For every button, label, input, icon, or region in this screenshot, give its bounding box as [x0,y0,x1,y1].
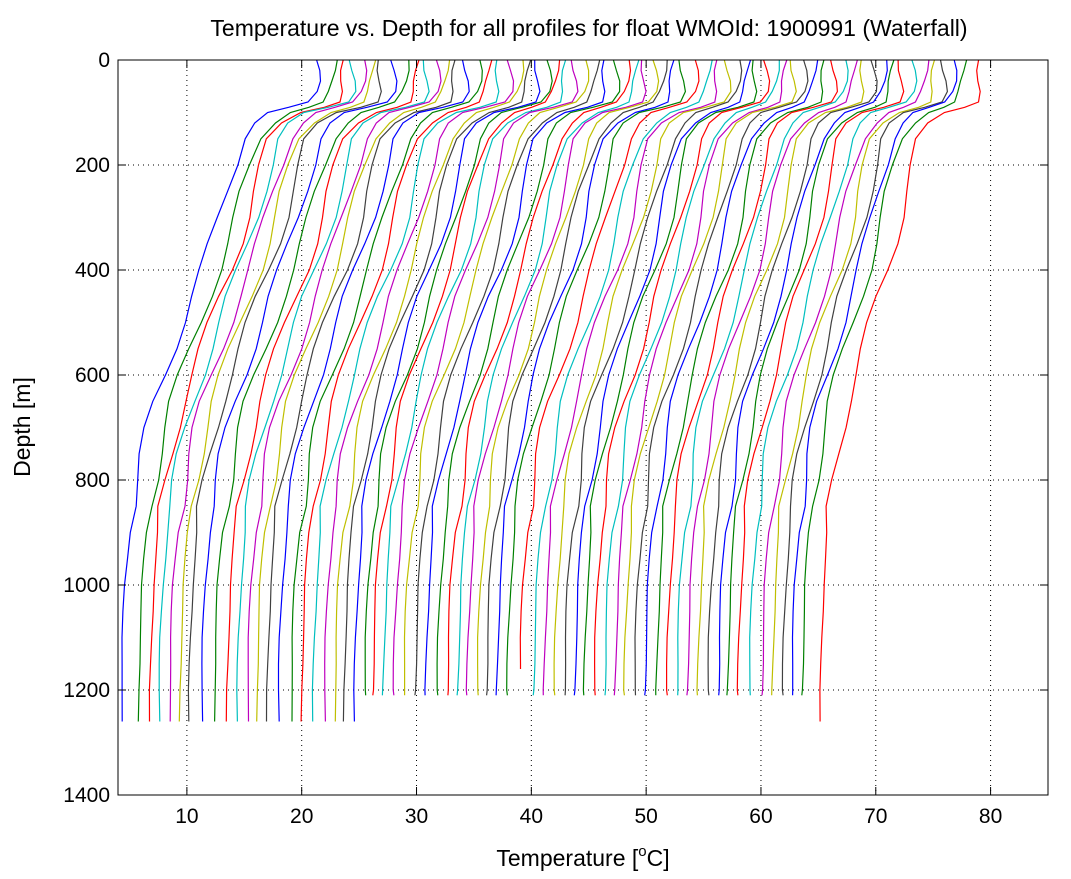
profile-line-65 [801,59,968,696]
profile-line-47 [613,59,788,696]
profile-line-63 [781,59,949,696]
profile-line-26 [392,59,579,696]
x-tick-label-3: 40 [520,805,543,828]
profile-line-61 [761,59,930,696]
profile-line-21 [342,59,532,722]
x-axis-label-suffix: C] [647,845,670,871]
profile-line-34 [477,59,660,696]
profile-line-5 [169,59,368,722]
profile-line-35 [486,59,668,696]
profile-line-54 [686,59,858,696]
profile-line-6 [178,59,377,722]
profile-line-60 [749,59,918,696]
profile-line-62 [771,59,936,696]
plot-area [118,60,1048,795]
profile-line-32 [456,59,640,696]
y-tick-label-2: 400 [75,259,110,282]
profile-line-3 [148,59,344,722]
chart-title: Temperature vs. Depth for all profiles f… [210,15,967,41]
profile-line-20 [334,59,525,722]
profile-line-46 [604,60,780,696]
x-tick-label-6: 70 [864,805,887,828]
profile-line-2 [137,59,338,722]
profile-line-9 [214,59,410,722]
y-tick-label-3: 600 [75,364,110,387]
profile-line-37 [506,59,687,696]
y-axis-label: Depth [m] [9,377,35,477]
x-axis-ticks: 10 20 30 40 50 60 70 80 [175,60,1002,828]
y-axis-ticks: 0 200 400 600 800 1000 1200 1400 [63,49,1048,807]
x-tick-label-2: 30 [405,805,428,828]
profile-line-8 [201,59,398,722]
profile-line-38 [519,59,700,669]
profile-line-51 [655,59,825,696]
profile-line-58 [726,59,895,696]
profile-line-64 [791,59,958,696]
profile-line-22 [353,59,541,722]
profile-line-33 [465,59,647,696]
profile-line-27 [403,59,590,696]
profile-line-57 [718,59,888,696]
profile-line-30 [436,59,621,696]
profile-line-53 [677,59,849,696]
profile-line-4 [158,59,357,722]
y-tick-label-0: 0 [98,49,110,72]
x-tick-label-1: 20 [290,805,313,828]
y-tick-label-7: 1400 [63,784,110,807]
profile-line-12 [247,59,442,722]
plot-frame [117,59,1049,796]
x-tick-label-0: 10 [175,805,198,828]
profile-line-36 [495,59,675,696]
profile-line-52 [666,59,839,696]
profile-line-17 [300,59,493,722]
profile-line-45 [593,59,771,696]
x-axis-label-superscript: o [638,843,646,860]
x-tick-label-7: 80 [979,805,1002,828]
y-tick-label-5: 1000 [63,574,110,597]
profile-line-23 [364,59,553,696]
profile-line-43 [573,59,752,696]
profile-line-11 [236,59,430,722]
profile-line-41 [553,59,732,696]
profile-line-29 [424,59,606,696]
y-tick-label-6: 1200 [63,679,110,702]
profile-line-7 [187,59,382,722]
profile-line-13 [256,59,451,722]
profile-line-50 [644,59,819,696]
x-axis-label: Temperature [oC] [496,843,669,871]
profile-line-18 [311,59,500,722]
x-axis-label-prefix: Temperature [ [496,845,639,871]
profile-line-66 [819,59,981,722]
profile-line-14 [265,59,456,722]
profile-line-31 [447,59,632,696]
profile-line-44 [582,59,758,696]
profile-line-55 [696,59,865,696]
profile-line-42 [564,59,743,696]
profile-line-19 [324,59,515,722]
y-tick-label-4: 800 [75,469,110,492]
profile-line-40 [542,59,718,696]
profile-line-48 [623,59,797,696]
x-tick-label-4: 50 [634,805,657,828]
y-tick-label-1: 200 [75,154,110,177]
profile-line-16 [291,59,483,722]
profile-line-39 [532,59,713,696]
profile-line-56 [707,59,878,696]
profile-line-49 [634,59,809,696]
profile-series [121,59,981,722]
profile-line-25 [381,59,567,696]
profile-line-28 [414,59,601,696]
x-tick-label-5: 60 [749,805,772,828]
profile-line-59 [736,59,905,696]
profile-line-24 [372,59,561,696]
profile-line-15 [277,59,470,722]
profile-line-10 [225,59,420,722]
